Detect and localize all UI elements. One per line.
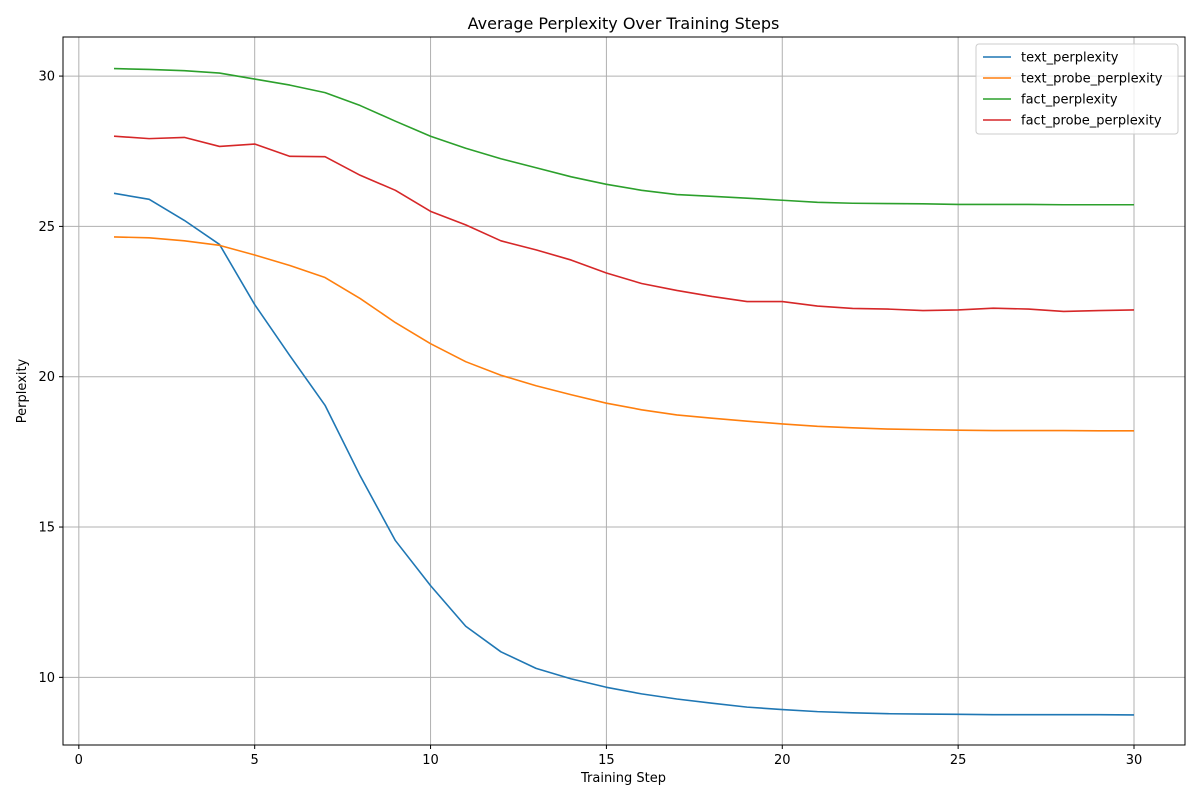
- plot-frame: [62, 36, 1186, 746]
- y-tick-label: 15: [38, 521, 55, 536]
- x-tick-label: 30: [1126, 753, 1143, 768]
- legend-entry: text_probe_perplexity: [1021, 72, 1163, 87]
- x-tick-label: 5: [251, 753, 259, 768]
- y-tick-label: 20: [38, 370, 55, 385]
- series-line-text-probe-perplexity: [113, 236, 1134, 432]
- axis-ticks: 0 5 10 15 20 25 30 10 15 20 25 30: [38, 70, 1142, 768]
- series-line-text-perplexity: [113, 192, 1135, 716]
- y-axis-label: Perplexity: [15, 358, 30, 423]
- y-tick-label: 10: [38, 671, 55, 686]
- legend-entry: fact_probe_perplexity: [1021, 114, 1162, 129]
- y-tick-label: 30: [38, 70, 55, 85]
- x-tick-label: 10: [422, 753, 439, 768]
- x-axis-label: Training Step: [580, 771, 666, 786]
- x-tick-label: 15: [598, 753, 615, 768]
- legend-entry: text_perplexity: [1021, 51, 1119, 66]
- series-line-fact-perplexity: [113, 67, 1134, 206]
- chart-title: Average Perplexity Over Training Steps: [468, 14, 780, 33]
- series-lines: [113, 67, 1135, 716]
- x-tick-label: 20: [774, 753, 791, 768]
- legend-entry: fact_perplexity: [1021, 93, 1118, 108]
- series-line-fact-probe-perplexity: [113, 135, 1135, 313]
- legend: text_perplexity text_probe_perplexityfact…: [975, 43, 1179, 135]
- x-tick-label: 0: [75, 753, 83, 768]
- grid-lines: [63, 37, 1185, 745]
- x-tick-label: 25: [950, 753, 967, 768]
- legend-box: [975, 43, 1179, 135]
- y-tick-label: 25: [38, 220, 55, 235]
